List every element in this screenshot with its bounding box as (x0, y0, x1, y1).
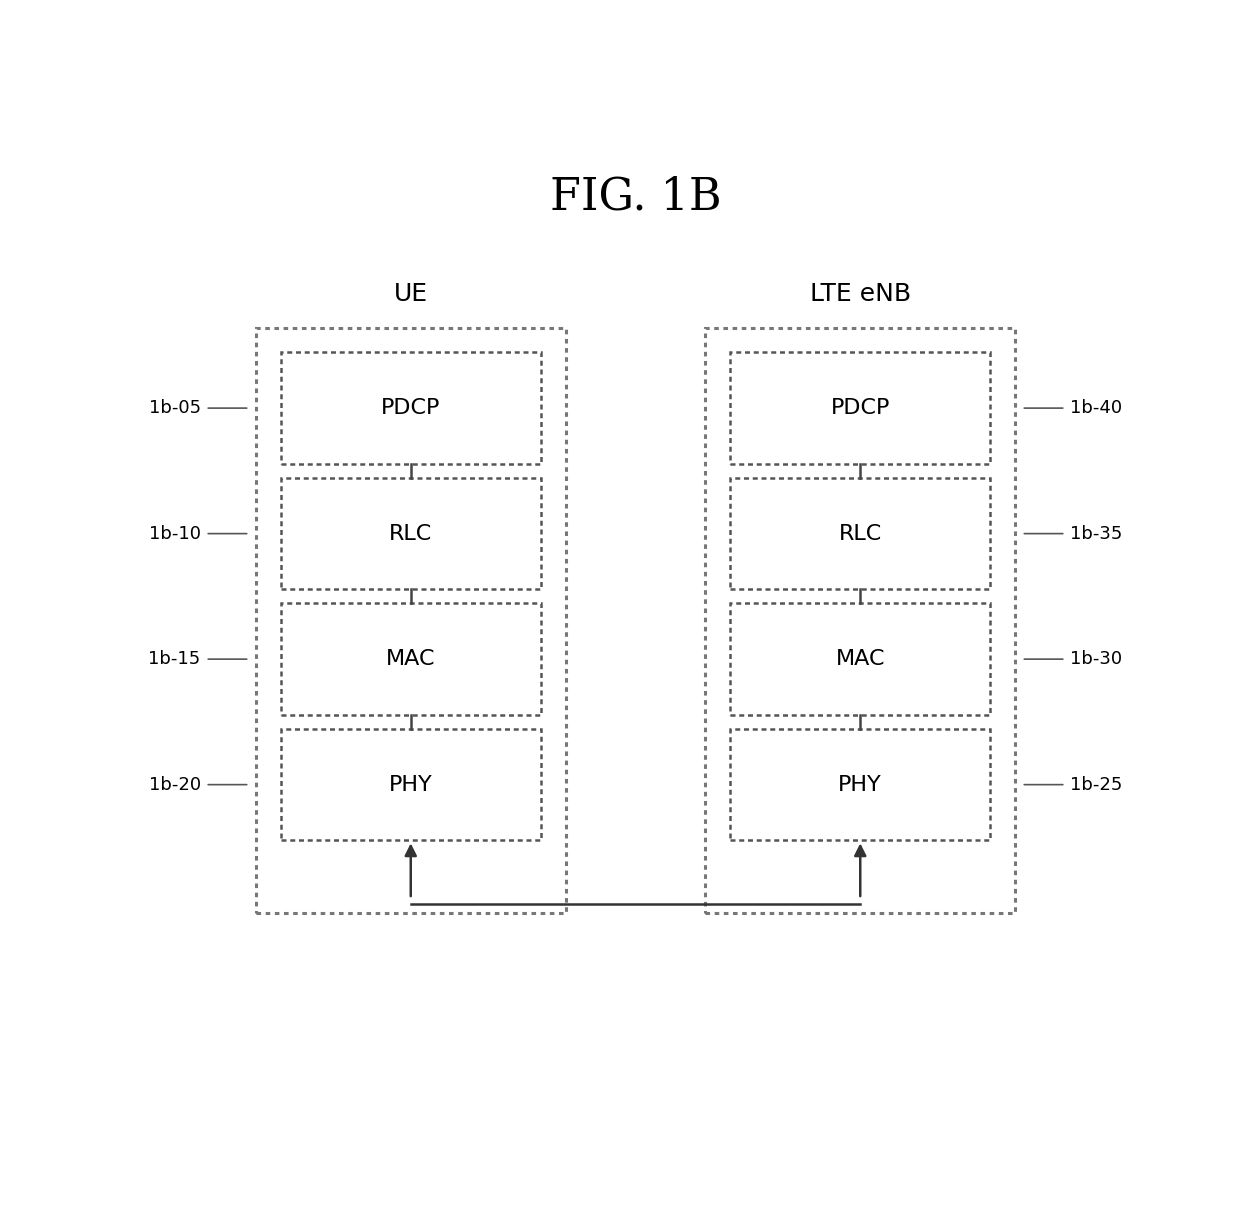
Text: FIG. 1B: FIG. 1B (549, 175, 722, 219)
Text: UE: UE (393, 282, 428, 306)
Bar (730, 478, 991, 590)
Text: 1b-15: 1b-15 (149, 651, 201, 668)
Text: PHY: PHY (389, 775, 433, 794)
Bar (280, 603, 541, 715)
Text: 1b-35: 1b-35 (1070, 524, 1122, 542)
Bar (280, 728, 541, 840)
Text: 1b-20: 1b-20 (149, 776, 201, 794)
Text: RLC: RLC (389, 524, 433, 544)
Text: LTE eNB: LTE eNB (810, 282, 911, 306)
Text: 1b-30: 1b-30 (1070, 651, 1122, 668)
Bar (730, 353, 991, 465)
Bar (730, 728, 991, 840)
Text: PDCP: PDCP (381, 398, 440, 418)
Bar (255, 327, 565, 913)
Text: PDCP: PDCP (831, 398, 890, 418)
Text: 1b-25: 1b-25 (1070, 776, 1122, 794)
Bar (730, 603, 991, 715)
Text: MAC: MAC (836, 649, 885, 669)
Text: 1b-10: 1b-10 (149, 524, 201, 542)
Text: 1b-40: 1b-40 (1070, 399, 1122, 417)
Text: MAC: MAC (386, 649, 435, 669)
Bar (280, 478, 541, 590)
Bar (706, 327, 1016, 913)
Text: RLC: RLC (838, 524, 882, 544)
Text: PHY: PHY (838, 775, 882, 794)
Text: 1b-05: 1b-05 (149, 399, 201, 417)
Bar (280, 353, 541, 465)
